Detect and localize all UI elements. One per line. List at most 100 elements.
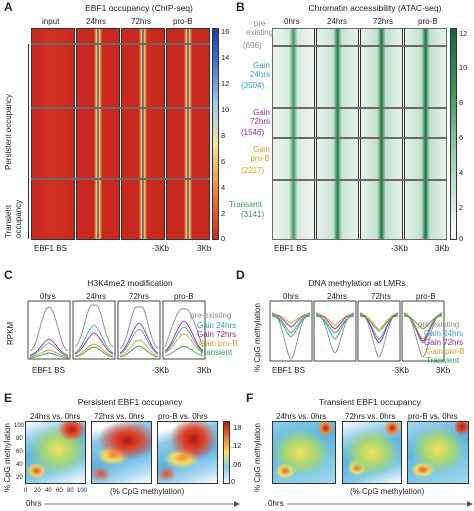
panel-a-cb-tick: 0 (221, 234, 226, 243)
panel-a-bottom-left: EBF1 BS (34, 244, 67, 253)
panel-c-subplot (72, 300, 116, 360)
panel-a-col-2: 24hrs (86, 17, 107, 26)
panel-e-cb-tick: .12 (231, 441, 242, 450)
panel-e-title: Persistent EBF1 occupancy (77, 397, 183, 407)
panel-f-ylabel: % CpG methylation (253, 423, 262, 492)
panel-e-ytick: 40 (16, 462, 23, 468)
panel-a-cb-tick: 10 (221, 105, 230, 114)
panel-d-letter: D (236, 268, 245, 282)
panel-e-xtick: 100 (77, 488, 88, 494)
panel-e-cb-tick: .06 (231, 460, 242, 469)
panel-c-subplot (27, 300, 71, 360)
panel-a-heatmap-72hrs (121, 28, 165, 240)
panel-a-cb-tick: 16 (221, 27, 230, 36)
panel-a-letter: A (4, 0, 13, 14)
panel-b-cb-tick: 10 (459, 63, 468, 72)
panel-a-heatmap-24hrs (76, 28, 120, 240)
panel-e-density-plot (25, 421, 86, 484)
panel-a-row-group-1: Persistent occupancy (4, 93, 13, 170)
panel-e-colorbar (223, 421, 230, 484)
panel-b-cb-tick: 4 (459, 168, 464, 177)
panel-d-title: DNA methylation at LMRs (308, 278, 406, 288)
panel-e-ytick: 100 (14, 423, 25, 429)
panel-d-col-1: 0hrs (283, 292, 299, 301)
panel-a-separator-2 (31, 107, 210, 109)
panel-c-legend-item: Gain pro-B (199, 339, 238, 348)
panel-b-col-4: pro-B (418, 17, 438, 26)
panel-b-cb-tick: 12 (459, 29, 468, 38)
panel-b-cb-tick: 6 (459, 133, 464, 142)
panel-b-cb-tick: 2 (459, 203, 464, 212)
panel-b-col-1: 0hrs (284, 17, 300, 26)
panel-f-density-plot (407, 421, 469, 484)
panel-f-density-plot (342, 421, 402, 484)
panel-b-group-count: (3504) (241, 81, 265, 90)
panel-b-group-count: (1546) (241, 128, 265, 137)
panel-a-col-4: pro-B (173, 17, 193, 26)
panel-c-profiles (27, 300, 206, 360)
panel-c-col-4: pro-B (174, 292, 194, 301)
panel-b-cb-tick: 8 (459, 98, 464, 107)
panel-e-cb-tick: 0 (231, 477, 236, 486)
panel-f-letter: F (246, 391, 254, 405)
panel-d-col-3: 72hrs (371, 292, 392, 301)
panel-b-group-count: (696) (243, 41, 262, 50)
panel-d-legend-item: pre-existing (418, 320, 460, 329)
panel-c-subplot (117, 300, 161, 360)
panel-c-legend-item: Gain 72hrs (197, 330, 237, 339)
panel-e-ylabel: % CpG methylation (3, 423, 12, 492)
panel-d-legend-item: Gain pro-B (426, 347, 465, 356)
panel-e-density-plot (157, 421, 218, 484)
panel-b-group-count: (2217) (241, 166, 265, 175)
panel-a-separator-3 (31, 178, 210, 180)
panel-e-subtitle: pro-B vs. 0hrs (158, 412, 208, 421)
panel-d-legend-item: Gain 24hrs (424, 329, 464, 338)
panel-c-col-3: 72hrs (129, 292, 150, 301)
panel-d-bottom-left: EBF1 BS (272, 366, 305, 375)
panel-c-ylabel: RPKM (6, 321, 15, 345)
panel-f-xlabel: (% CpG methylation) (350, 487, 425, 496)
panel-a-cb-tick: 8 (221, 131, 226, 140)
panel-b-group-name: pre-existing (246, 19, 274, 37)
panel-b-group-box (272, 180, 447, 240)
panel-c-letter: C (4, 268, 13, 282)
panel-d-subplot (269, 300, 313, 362)
panel-d-bottom-right: 3Kb (436, 366, 451, 375)
panel-e-subtitle: 72hrs vs. 0hrs (94, 412, 145, 421)
panel-e-xtick: 0 (24, 488, 28, 494)
panel-d-subplot (401, 300, 445, 362)
panel-d-subplot (313, 300, 357, 362)
panel-d-profiles (269, 300, 445, 362)
panel-f-subtitle: 24hrs vs. 0hrs (276, 412, 327, 421)
panel-e-density-plot (91, 421, 152, 484)
panel-f-density-plot (272, 421, 336, 484)
panel-b-colorbar (450, 28, 457, 240)
panel-e-xtick: 60 (56, 488, 63, 494)
panel-b-group-name: Gain pro-B (250, 145, 270, 163)
panel-b-group-count: (3141) (241, 210, 265, 219)
panel-b-letter: B (236, 0, 245, 14)
panel-b-group-name: Gain 24hrs (249, 61, 270, 79)
panel-c-legend-item: Gain 24hrs (197, 321, 237, 330)
panel-b-bottom-left: EBF1 BS (274, 244, 307, 253)
panel-b-heatmap-24hrs (316, 28, 359, 240)
panel-a-bottom-right: 3Kb (197, 244, 212, 253)
panel-e-x-arrow (44, 501, 240, 507)
panel-c-subplot (162, 300, 206, 360)
panel-a-heatmap-prob (166, 28, 210, 240)
panel-b-group-name: Transient (229, 200, 263, 209)
panel-a-group-bracket (28, 44, 29, 239)
panel-c-bottom-left: EBF1 BS (32, 366, 65, 375)
panel-e-xlabel-bottom: 0hrs (26, 499, 42, 508)
panel-a-colorbar (212, 28, 219, 240)
panel-d-col-4: pro-B (416, 292, 436, 301)
panel-c-col-1: 0hrs (40, 292, 56, 301)
panel-c-legend-item: Transient (199, 348, 233, 357)
panel-a-col-1: input (42, 17, 60, 26)
panel-e-xtick: 20 (34, 488, 41, 494)
panel-c-bottom-mid: -3Kb (152, 366, 169, 375)
panel-b-col-3: 72hrs (373, 17, 394, 26)
panel-e-subtitle: 24hrs vs. 0hrs (30, 412, 81, 421)
panel-d-ylabel: % CpG methylation (253, 303, 262, 372)
panel-a-cb-tick: 12 (221, 79, 230, 88)
